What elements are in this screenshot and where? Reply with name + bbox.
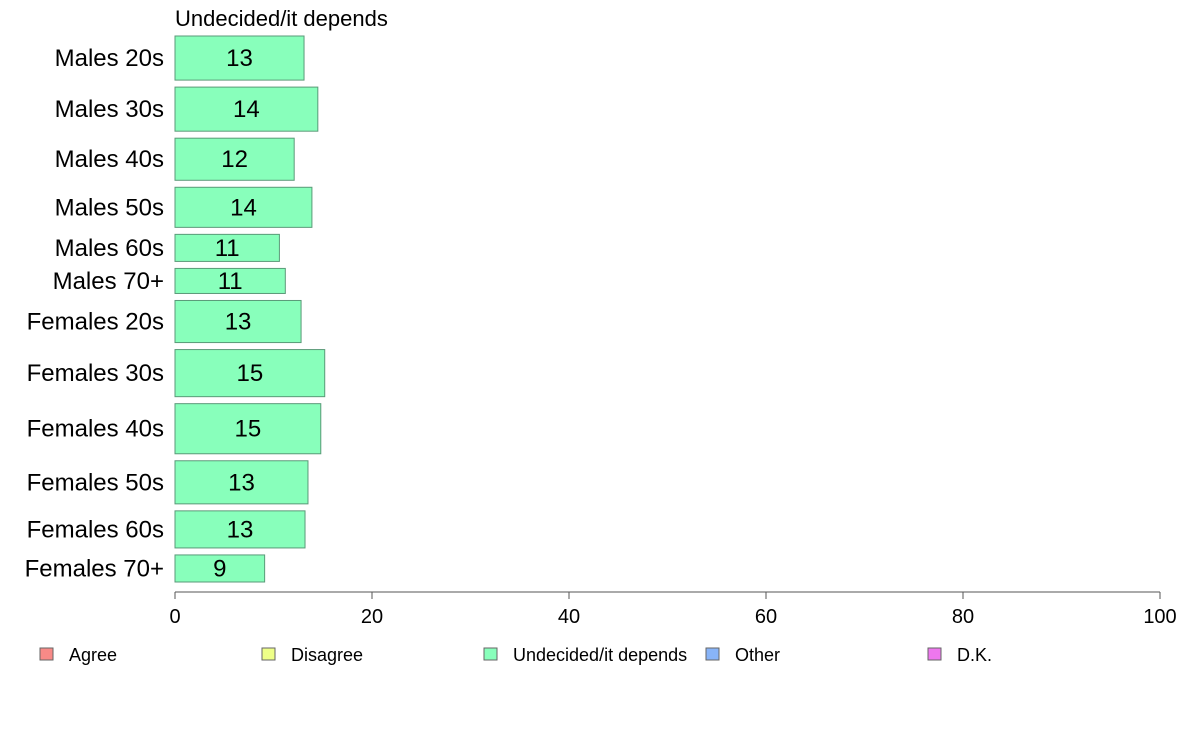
x-axis: 0 20 40 60 80 100: [169, 591, 1177, 628]
category-label: Females 30s: [27, 360, 164, 387]
value-label: 14: [233, 96, 260, 123]
bar-females-60s: [174, 510, 306, 549]
category-label: Males 60s: [55, 235, 164, 262]
x-tick-label: 0: [169, 606, 180, 628]
category-label: Females 20s: [27, 309, 164, 336]
bar-males-70-: [174, 267, 286, 294]
value-label: 15: [235, 416, 262, 443]
value-label: 9: [213, 555, 226, 582]
bar-females-30s: [174, 349, 326, 398]
bar-males-60s: [174, 233, 280, 262]
value-label: 13: [227, 516, 254, 543]
category-label: Males 30s: [55, 96, 164, 123]
x-tick-label: 60: [755, 606, 777, 628]
legend-label: Undecided/it depends: [513, 645, 687, 665]
value-label: 13: [228, 469, 255, 496]
legend-swatch: [483, 647, 498, 661]
legend-label: D.K.: [957, 645, 992, 665]
category-label: Females 70+: [25, 555, 164, 582]
bar-males-50s: [174, 186, 313, 228]
category-label: Males 50s: [55, 194, 164, 221]
value-label: 11: [218, 268, 243, 295]
legend-label: Agree: [69, 645, 117, 665]
panel-title: Undecided/it depends: [175, 6, 388, 31]
value-label: 13: [225, 309, 252, 336]
legend-swatch: [705, 647, 720, 661]
category-label: Males 20s: [55, 45, 164, 72]
legend-label: Disagree: [291, 645, 363, 665]
value-label: 11: [215, 235, 240, 262]
x-tick-label: 100: [1143, 606, 1176, 628]
legend-swatch: [261, 647, 276, 661]
category-label: Females 60s: [27, 516, 164, 543]
bar-females-50s: [174, 460, 309, 505]
x-tick-label: 20: [361, 606, 383, 628]
x-tick-label: 40: [558, 606, 580, 628]
value-label: 15: [237, 360, 264, 387]
x-tick-label: 80: [952, 606, 974, 628]
legend-swatch: [39, 647, 54, 661]
legend: Agree Disagree Undecided/it depends Other D.…: [39, 645, 992, 665]
value-label: 13: [226, 45, 253, 72]
value-label: 14: [230, 194, 257, 221]
bar-females-70-: [174, 554, 266, 583]
bars-group: Males 20s 13 Males 30s 14 Males 40s 12 Males 5…: [25, 35, 326, 583]
legend-label: Other: [735, 645, 780, 665]
bar-males-20s: [174, 35, 305, 81]
category-label: Males 70+: [53, 268, 164, 295]
category-label: Females 40s: [27, 416, 164, 443]
bar-females-40s: [174, 403, 322, 455]
bar-males-40s: [174, 137, 295, 181]
value-label: 12: [221, 146, 248, 173]
legend-swatch: [927, 647, 942, 661]
bar-females-20s: [174, 299, 302, 344]
category-label: Males 40s: [55, 146, 164, 173]
bar-males-30s: [174, 86, 319, 132]
category-label: Females 50s: [27, 469, 164, 496]
